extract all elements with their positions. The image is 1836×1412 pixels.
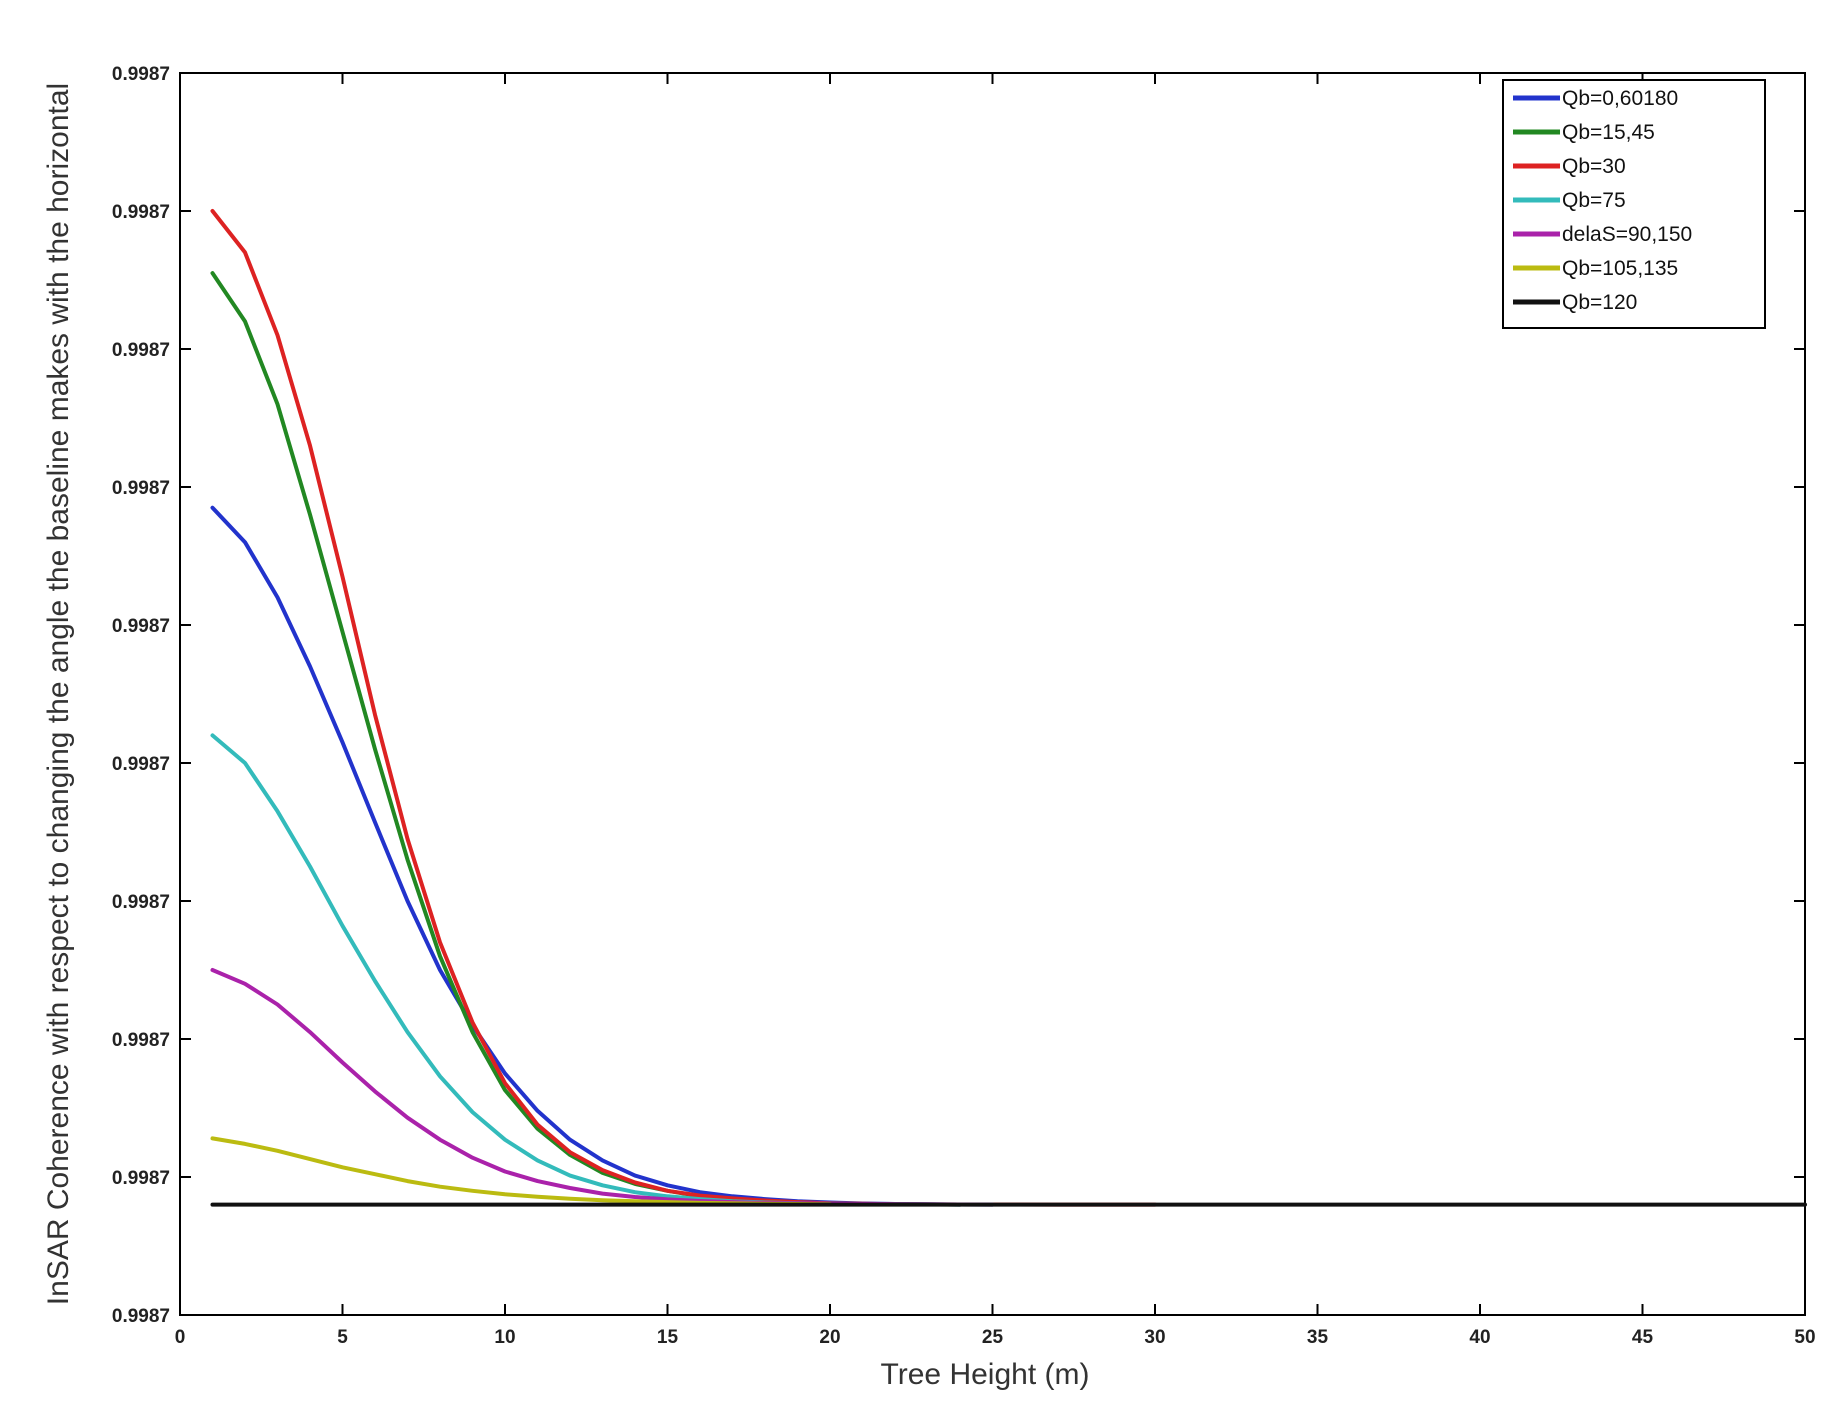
y-axis-ticks: 0.9987 0.9987 0.9987 0.9987 0.9987 0.9987 0.99…	[112, 64, 1805, 1327]
y-tick-label: 0.9987	[112, 892, 170, 913]
x-tick-label: 0	[175, 1327, 186, 1348]
x-tick-label: 50	[1794, 1327, 1815, 1348]
x-axis-ticks: 0 5 10 15 20 25 30 35 40 45 50	[175, 73, 1816, 1348]
legend-label-7: Qb=120	[1562, 291, 1637, 314]
x-tick-label: 30	[1144, 1327, 1165, 1348]
x-tick-label: 35	[1307, 1327, 1329, 1348]
x-tick-label: 45	[1632, 1327, 1654, 1348]
series-layer	[210, 209, 1807, 1207]
y-tick-label: 0.9987	[112, 1030, 170, 1051]
legend: Qb=0,60180 Qb=15,45 Qb=30 Qb=75 delaS=90,150…	[1502, 79, 1766, 329]
x-axis-title: Tree Height (m)	[881, 1358, 1090, 1391]
x-tick-label: 5	[337, 1327, 348, 1348]
x-tick-label: 20	[819, 1327, 840, 1348]
y-tick-label: 0.9987	[112, 1168, 170, 1189]
y-tick-label: 0.9987	[112, 478, 170, 499]
y-axis-title: InSAR Coherence with respect to changing…	[42, 83, 75, 1305]
legend-box	[1502, 79, 1766, 329]
legend-label-2: Qb=15,45	[1562, 121, 1655, 144]
x-tick-label: 25	[982, 1327, 1004, 1348]
legend-label-6: Qb=105,135	[1562, 257, 1678, 280]
legend-label-4: Qb=75	[1562, 189, 1626, 212]
x-tick-label: 40	[1469, 1327, 1490, 1348]
y-tick-label: 0.9987	[112, 202, 170, 223]
legend-label-5: delaS=90,150	[1562, 223, 1692, 246]
legend-label-3: Qb=30	[1562, 155, 1626, 178]
y-tick-label: 0.9987	[112, 64, 170, 85]
y-tick-label: 0.9987	[112, 754, 170, 775]
legend-label-1: Qb=0,60180	[1562, 87, 1678, 110]
x-tick-label: 15	[657, 1327, 679, 1348]
y-tick-label: 0.9987	[112, 1306, 170, 1327]
x-tick-label: 10	[494, 1327, 515, 1348]
series-line-6	[210, 1136, 832, 1207]
y-tick-label: 0.9987	[112, 616, 170, 637]
y-tick-label: 0.9987	[112, 340, 170, 361]
